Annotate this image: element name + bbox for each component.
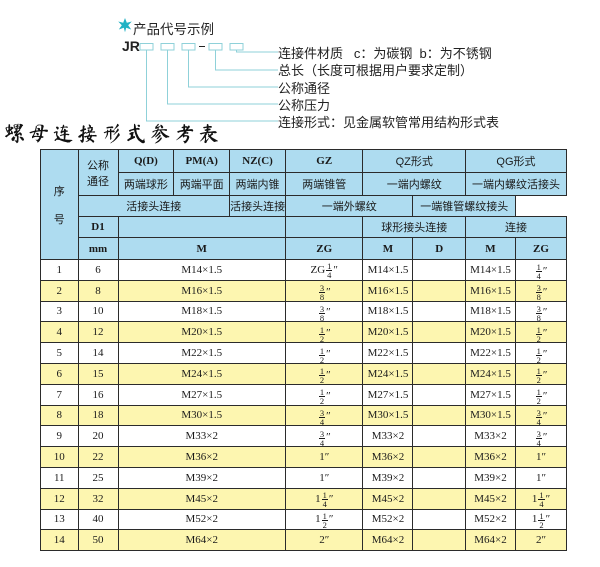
svg-text:JR: JR — [122, 38, 140, 54]
